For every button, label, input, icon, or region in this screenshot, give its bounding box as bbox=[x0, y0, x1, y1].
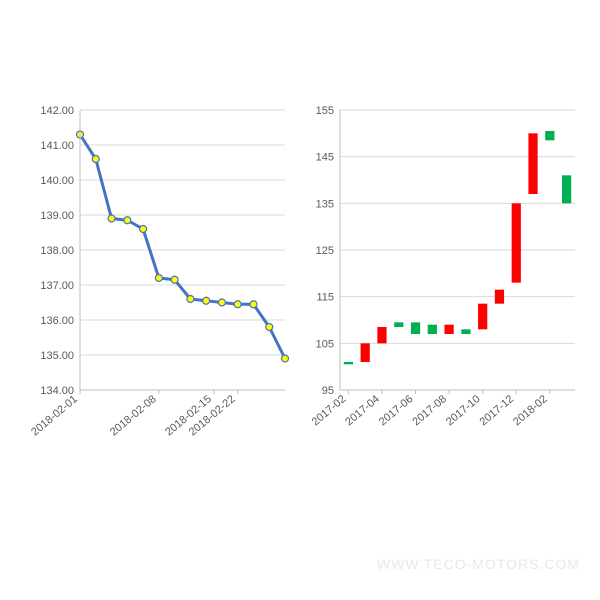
svg-text:2017-10: 2017-10 bbox=[444, 393, 483, 428]
svg-text:2017-02: 2017-02 bbox=[310, 393, 349, 428]
svg-text:141.00: 141.00 bbox=[40, 140, 74, 152]
svg-text:2018-02: 2018-02 bbox=[511, 393, 550, 428]
watermark-text: WWW.TECO-MOTORS.COM bbox=[377, 556, 580, 572]
svg-text:2017-12: 2017-12 bbox=[478, 393, 517, 428]
line-chart: 134.00135.00136.00137.00138.00139.00140.… bbox=[25, 100, 290, 480]
svg-text:138.00: 138.00 bbox=[40, 245, 74, 257]
svg-text:95: 95 bbox=[322, 385, 334, 397]
svg-text:2017-08: 2017-08 bbox=[410, 393, 449, 428]
svg-text:139.00: 139.00 bbox=[40, 210, 74, 222]
svg-text:125: 125 bbox=[316, 245, 334, 257]
svg-text:137.00: 137.00 bbox=[40, 280, 74, 292]
candlestick-chart: 951051151251351451552017-022017-042017-0… bbox=[300, 100, 585, 480]
svg-text:2017-06: 2017-06 bbox=[377, 393, 416, 428]
svg-text:136.00: 136.00 bbox=[40, 315, 74, 327]
svg-text:135: 135 bbox=[316, 198, 334, 210]
svg-text:2018-02-08: 2018-02-08 bbox=[108, 393, 159, 438]
svg-text:142.00: 142.00 bbox=[40, 105, 74, 117]
svg-text:2018-02-01: 2018-02-01 bbox=[29, 393, 80, 438]
svg-text:115: 115 bbox=[316, 292, 334, 304]
svg-text:140.00: 140.00 bbox=[40, 175, 74, 187]
svg-text:135.00: 135.00 bbox=[40, 350, 74, 362]
svg-text:105: 105 bbox=[316, 338, 334, 350]
svg-text:155: 155 bbox=[316, 105, 334, 117]
svg-text:2017-04: 2017-04 bbox=[343, 393, 382, 428]
svg-text:145: 145 bbox=[316, 152, 334, 164]
